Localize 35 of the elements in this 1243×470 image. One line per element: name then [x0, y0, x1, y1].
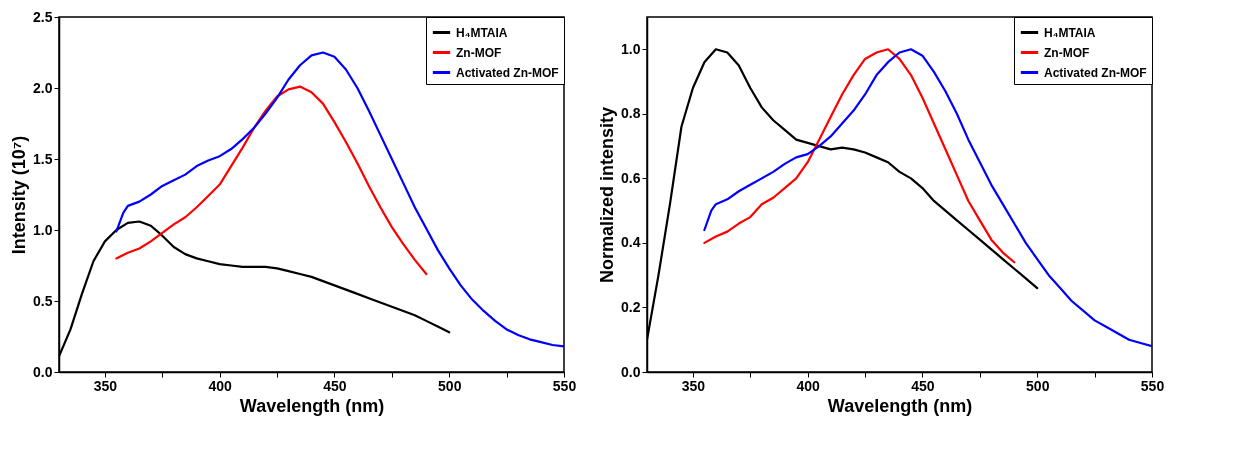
- y-tick-label: 1.5: [33, 150, 53, 167]
- y-axis-title: Intensity (10⁷): [9, 135, 30, 255]
- y-tick-label: 0.0: [33, 363, 53, 380]
- x-tick-label: 550: [1140, 377, 1165, 394]
- x-tick-label: 450: [911, 377, 935, 394]
- y-tick-label: 0.6: [621, 169, 641, 186]
- legend-label: Activated Zn-MOF: [1044, 65, 1147, 80]
- x-tick-label: 450: [323, 377, 347, 394]
- y-tick-label: 0.8: [621, 105, 641, 122]
- line-series: [115, 85, 428, 276]
- y-tick-label: 1.0: [621, 40, 641, 57]
- legend-label: H₄MTAIA: [456, 25, 508, 40]
- x-tick-label: 350: [681, 377, 706, 394]
- x-axis-title: Wavelength (nm): [239, 395, 385, 416]
- x-tick-label: 500: [438, 377, 462, 394]
- line-series: [703, 48, 1016, 264]
- x-tick-label: 350: [93, 377, 118, 394]
- y-tick-label: 0.4: [621, 234, 641, 251]
- y-tick-label: 0.2: [621, 298, 641, 315]
- y-tick-label: 1.0: [33, 221, 53, 238]
- legend-label: Zn-MOF: [456, 45, 502, 60]
- x-axis-title: Wavelength (nm): [827, 395, 973, 416]
- y-axis-title: Normalized intensity: [597, 106, 618, 284]
- y-tick-label: 2.0: [33, 79, 53, 96]
- x-tick-label: 550: [552, 377, 577, 394]
- legend-label: H₄MTAIA: [1044, 25, 1096, 40]
- y-tick-label: 2.5: [33, 8, 53, 25]
- x-tick-label: 400: [796, 377, 821, 394]
- legend-label: Activated Zn-MOF: [456, 65, 559, 80]
- legend-label: Zn-MOF: [1044, 45, 1090, 60]
- line-series: [703, 48, 1152, 348]
- y-tick-label: 0.0: [621, 363, 641, 380]
- y-tick-label: 0.5: [33, 292, 53, 309]
- x-tick-label: 400: [208, 377, 233, 394]
- x-tick-label: 500: [1026, 377, 1050, 394]
